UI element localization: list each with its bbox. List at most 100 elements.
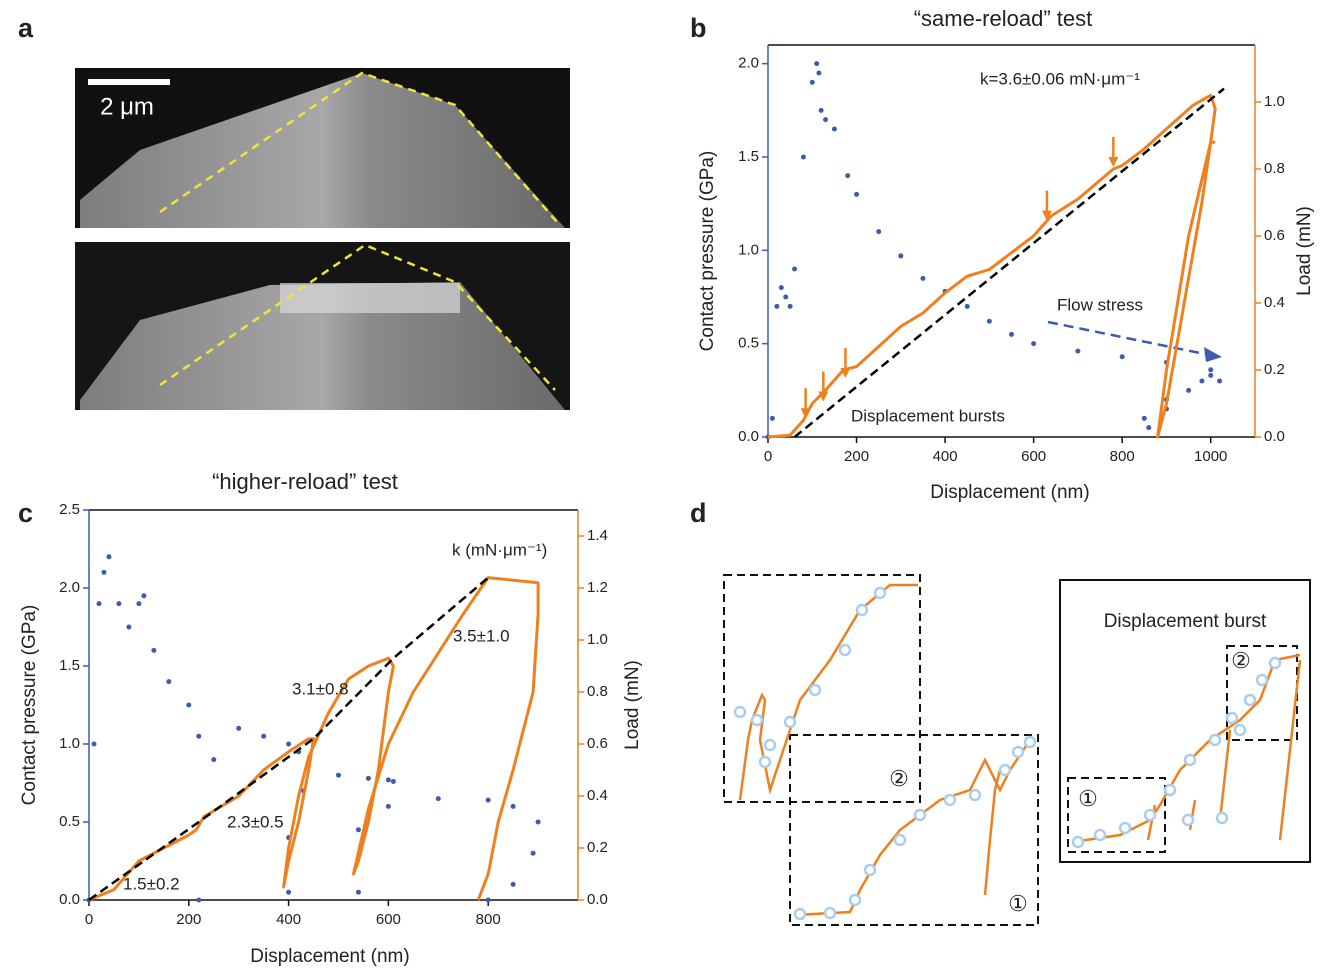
data-point [535, 819, 541, 825]
y-tick-label: 2.0 [59, 579, 80, 596]
y-tick-label: 1.5 [59, 657, 80, 674]
data-point [920, 275, 926, 281]
annotation: k=3.6±0.06 mN·μm⁻¹ [980, 69, 1140, 88]
y2-tick-label: 0.6 [1264, 227, 1285, 244]
y2-tick-label: 0.6 [587, 735, 608, 752]
y2-tick-label: 1.2 [587, 579, 608, 596]
y2-tick-label: 0.4 [1264, 294, 1285, 311]
panel-label: c [18, 498, 33, 528]
data-point [510, 803, 516, 809]
x-tick-label: 0 [764, 448, 772, 465]
data-point [101, 569, 107, 575]
flow-stress-arrow [1047, 320, 1222, 362]
data-point [964, 303, 970, 309]
data-point [106, 554, 112, 560]
marker: ① [1008, 892, 1028, 917]
data-point [385, 803, 391, 809]
marker: ② [1231, 649, 1251, 674]
x-tick-label: 400 [276, 911, 301, 928]
data-point [196, 733, 202, 739]
x-tick-label: 200 [844, 448, 869, 465]
data-point [845, 173, 851, 179]
data-point [792, 266, 798, 272]
marker: ① [1078, 787, 1098, 812]
y2-tick-label: 0.2 [1264, 361, 1285, 378]
chart-title: “higher-reload” test [212, 469, 398, 494]
data-point [854, 191, 860, 197]
y2-tick-label: 1.0 [587, 631, 608, 648]
y-tick-label: 0.0 [59, 891, 80, 908]
y2-tick-label: 0.4 [587, 787, 608, 804]
y2-tick-label: 0.0 [587, 891, 608, 908]
data-point [1208, 367, 1214, 373]
annotation: 2.3±0.5 [227, 812, 284, 831]
data-point [809, 79, 815, 85]
annotation: Displacement bursts [851, 406, 1005, 425]
data-point [385, 777, 391, 783]
arrow-head [1041, 210, 1052, 221]
data-point [1009, 331, 1014, 337]
data-point [823, 117, 829, 123]
data-point [485, 797, 491, 803]
data-point [126, 624, 132, 630]
x-axis-label: Displacement (nm) [930, 482, 1089, 503]
burst-arrow [1108, 136, 1119, 167]
sem-images: 2 μm [75, 68, 570, 410]
arrow-head [818, 391, 829, 402]
y-tick-label: 2.5 [59, 501, 80, 518]
data-point [814, 61, 820, 67]
x-tick-label: 200 [176, 911, 201, 928]
data-point [96, 601, 102, 607]
chart-title: “same-reload” test [914, 6, 1093, 31]
data-point [1146, 425, 1152, 431]
y2-axis-label: Load (mN) [1294, 206, 1315, 296]
y2-tick-label: 0.8 [1264, 160, 1285, 177]
x-tick-label: 400 [933, 448, 958, 465]
data-point [1031, 341, 1037, 347]
data-point [1141, 415, 1147, 421]
y2-tick-label: 0.2 [587, 839, 608, 856]
fit-line [88, 576, 490, 902]
data-point [800, 154, 806, 160]
arrow-head [800, 408, 811, 419]
y2-tick-label: 1.4 [587, 527, 608, 544]
data-point [778, 285, 784, 291]
y2-tick-label: 1.0 [1264, 93, 1285, 110]
y2-tick-label: 0.8 [587, 683, 608, 700]
y-axis-label: Contact pressure (GPa) [19, 605, 40, 806]
data-point [1199, 378, 1205, 384]
data-point [196, 897, 202, 903]
data-point [91, 741, 97, 747]
annotation: 1.5±0.2 [123, 874, 180, 893]
data-point [151, 647, 157, 653]
series-line [767, 93, 1217, 439]
series-line [88, 576, 540, 902]
annotation: 3.1±0.8 [292, 679, 349, 698]
data-point [510, 881, 516, 887]
schematic: Displacement burst ② ① ① ② [723, 574, 1311, 926]
panel-label: b [690, 13, 707, 43]
data-point [1217, 378, 1223, 384]
burst-arrow [1041, 190, 1052, 221]
burst-arrow [800, 388, 811, 419]
x-tick-label: 0 [85, 911, 93, 928]
y-tick-label: 1.0 [59, 735, 80, 752]
burst-arrow [818, 371, 829, 402]
data-point [390, 778, 396, 784]
data-point [783, 294, 789, 300]
panel-label: d [690, 498, 707, 528]
data-point [335, 772, 341, 778]
data-point [816, 70, 822, 76]
data-point [136, 601, 142, 607]
fit-line [793, 87, 1225, 438]
data-point [1208, 372, 1214, 378]
panel-label: a [18, 13, 34, 43]
data-point [286, 889, 292, 895]
data-point [236, 725, 242, 731]
x-axis-label: Displacement (nm) [250, 946, 409, 967]
y-tick-label: 1.5 [738, 148, 759, 165]
annotation: 3.5±1.0 [453, 626, 510, 645]
annotation: k (mN·μm⁻¹) [452, 540, 547, 559]
y-tick-label: 1.0 [738, 241, 759, 258]
